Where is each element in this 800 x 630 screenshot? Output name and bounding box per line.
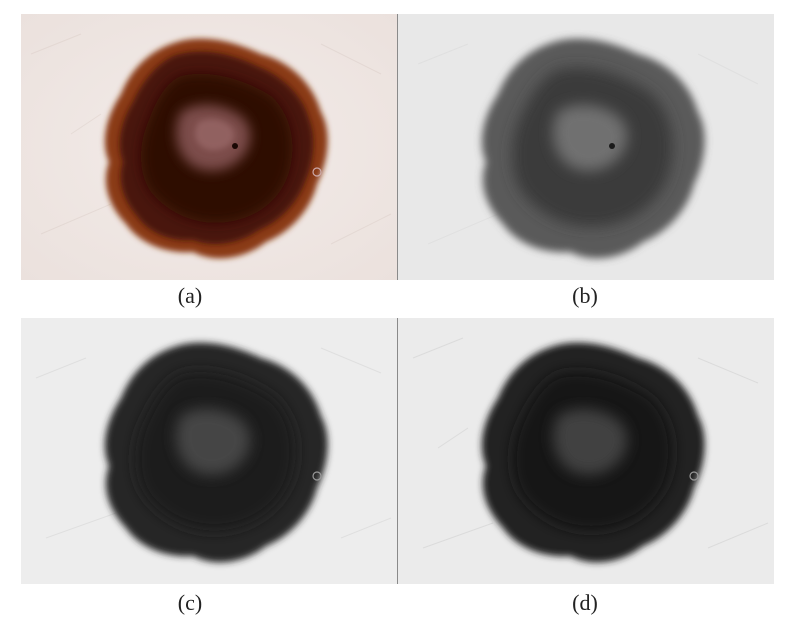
lesion-image-grayscale bbox=[398, 14, 774, 280]
panel-a-color-image bbox=[21, 14, 398, 280]
caption-a: (a) bbox=[177, 283, 203, 308]
lesion-image-enhanced-c bbox=[21, 318, 397, 584]
caption-d: (d) bbox=[572, 590, 598, 615]
caption-c: (c) bbox=[177, 590, 203, 615]
lesion-image-enhanced-d bbox=[398, 318, 774, 584]
panel-d-enhanced-image bbox=[397, 318, 774, 584]
caption-b: (b) bbox=[572, 283, 598, 308]
panel-b-grayscale-image bbox=[397, 14, 774, 280]
lesion-image-color bbox=[21, 14, 397, 280]
panel-c-enhanced-image bbox=[21, 318, 398, 584]
